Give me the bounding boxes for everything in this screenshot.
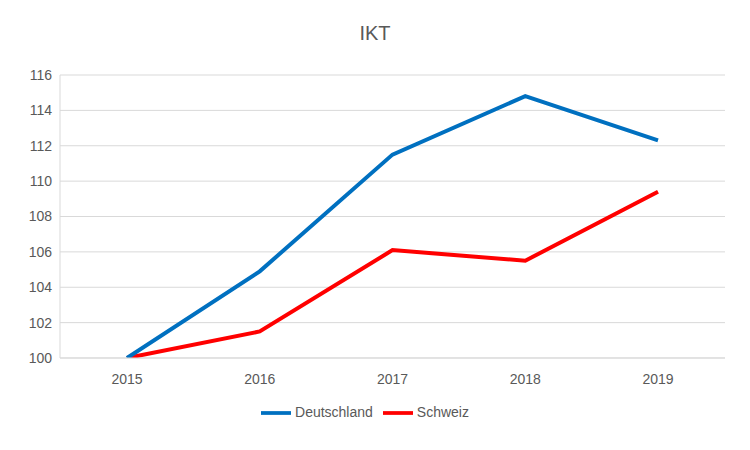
svg-text:2018: 2018 bbox=[510, 371, 541, 387]
svg-text:110: 110 bbox=[30, 173, 53, 189]
svg-text:114: 114 bbox=[30, 102, 53, 118]
svg-text:102: 102 bbox=[29, 315, 53, 331]
svg-text:112: 112 bbox=[30, 138, 53, 154]
svg-text:116: 116 bbox=[30, 67, 53, 83]
svg-text:104: 104 bbox=[29, 279, 53, 295]
svg-text:2015: 2015 bbox=[111, 371, 142, 387]
html-text:Deutschland: Deutschland bbox=[295, 403, 373, 420]
svg-text:2019: 2019 bbox=[642, 371, 673, 387]
svg-text:100: 100 bbox=[29, 350, 53, 366]
svg-text:106: 106 bbox=[29, 244, 53, 260]
html-text:IKT: IKT bbox=[359, 22, 391, 44]
html-text:Schweiz: Schweiz bbox=[416, 403, 469, 420]
svg-text:2016: 2016 bbox=[244, 371, 275, 387]
svg-text:2017: 2017 bbox=[377, 371, 408, 387]
svg-text:108: 108 bbox=[29, 208, 53, 224]
